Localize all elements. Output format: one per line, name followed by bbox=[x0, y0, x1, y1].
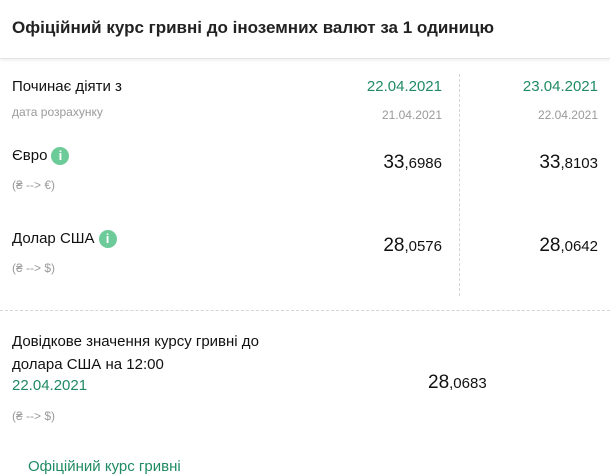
rate-value: 33,8103 bbox=[539, 152, 598, 174]
reference-title-line: Довідкове значення курсу гривні до bbox=[12, 333, 259, 350]
rate-int: 28 bbox=[428, 372, 450, 393]
rate-int: 33 bbox=[539, 152, 561, 173]
row-usd: Долар США i bbox=[12, 230, 117, 249]
reference-title: Довідкове значення курсу гривні до долар… bbox=[12, 330, 259, 376]
rate-frac: ,8103 bbox=[560, 155, 598, 172]
rate-value: 33,6986 bbox=[383, 152, 442, 174]
rate-frac: ,0576 bbox=[404, 238, 442, 255]
page-header: Офіційний курс гривні до іноземних валют… bbox=[0, 0, 610, 59]
rate-value: 28,0642 bbox=[539, 235, 598, 257]
reference-title-line: долара США на 12:00 bbox=[12, 356, 164, 373]
footer-link[interactable]: Офіційний курс гривні bbox=[28, 458, 181, 475]
direction: (₴ --> €) bbox=[12, 178, 56, 192]
section-divider bbox=[0, 310, 610, 311]
col1-calc-date: 21.04.2021 bbox=[381, 108, 442, 122]
rate-int: 28 bbox=[383, 235, 405, 256]
direction: (₴ --> $) bbox=[12, 261, 56, 275]
rate-frac: ,0683 bbox=[449, 375, 487, 392]
col2-calc-date: 22.04.2021 bbox=[537, 108, 598, 122]
rate-int: 33 bbox=[383, 152, 405, 173]
info-icon[interactable]: i bbox=[51, 147, 70, 166]
reference-date: 22.04.2021 bbox=[12, 377, 88, 394]
row-euro: Євро i bbox=[12, 147, 70, 166]
rate-frac: ,0642 bbox=[560, 238, 598, 255]
start-label: Починає діяти з bbox=[12, 78, 122, 95]
column-divider bbox=[459, 74, 460, 296]
page-title: Офіційний курс гривні до іноземних валют… bbox=[12, 18, 494, 37]
col1-date: 22.04.2021 bbox=[366, 78, 442, 95]
info-icon[interactable]: i bbox=[98, 230, 117, 249]
col2-date: 23.04.2021 bbox=[522, 78, 598, 95]
calc-label: дата розрахунку bbox=[12, 105, 103, 119]
rate-int: 28 bbox=[539, 235, 561, 256]
rate-frac: ,6986 bbox=[404, 155, 442, 172]
currency-name: Євро bbox=[12, 147, 48, 164]
reference-rate: 28,0683 bbox=[428, 372, 487, 394]
reference-direction: (₴ --> $) bbox=[12, 409, 56, 423]
currency-name: Долар США bbox=[12, 230, 95, 247]
rate-value: 28,0576 bbox=[383, 235, 442, 257]
